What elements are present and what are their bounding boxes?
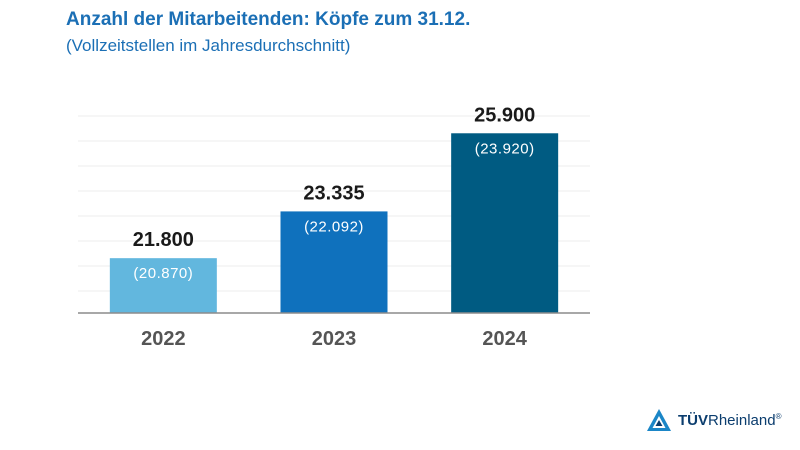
chart-title: Anzahl der Mitarbeitenden: Köpfe zum 31.…: [66, 9, 471, 30]
x-tick-label: 2024: [482, 328, 527, 350]
bar: [280, 211, 388, 313]
data-label-heads: 21.800: [133, 229, 194, 251]
x-tick-label: 2023: [312, 328, 357, 350]
chart-subtitle: (Vollzeitstellen im Jahresdurchschnitt): [66, 36, 351, 55]
triangle-logo-icon: [647, 409, 671, 431]
bar: [451, 133, 559, 313]
data-label-heads: 25.900: [474, 104, 535, 126]
data-label-fte: (22.092): [304, 218, 364, 235]
tuv-rheinland-logo: TÜVRheinland®: [646, 408, 781, 432]
bar: [109, 258, 217, 313]
x-tick-label: 2022: [141, 328, 186, 350]
logo-wordmark: TÜVRheinland®: [678, 411, 782, 429]
data-label-fte: (23.920): [475, 140, 535, 157]
data-label-fte: (20.870): [133, 265, 193, 282]
data-label-heads: 23.335: [303, 182, 364, 204]
